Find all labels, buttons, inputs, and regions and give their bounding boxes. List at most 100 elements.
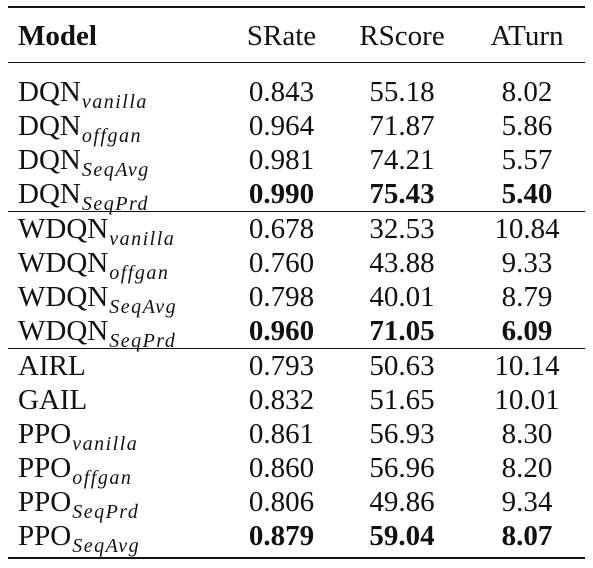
aturn-cell: 5.40 — [501, 177, 553, 210]
model-variant-subscript: vanilla — [109, 227, 176, 250]
header-model: Model — [8, 7, 228, 63]
results-table: Model SRate RScore ATurn DQNvanilla 0.843… — [8, 6, 585, 559]
model-cell: PPOoffgan — [8, 451, 228, 488]
rscore-cell: 74.21 — [369, 143, 435, 176]
table-row: DQNSeqAvg 0.981 74.21 5.57 — [8, 143, 585, 180]
model-name: PPO — [18, 485, 72, 518]
aturn-cell: 10.84 — [469, 211, 585, 246]
model-cell: DQNoffgan — [8, 109, 228, 146]
rscore-cell: 71.87 — [369, 109, 435, 142]
aturn-cell: 5.86 — [501, 109, 553, 142]
model-cell: WDQNvanilla — [8, 211, 228, 250]
table-group: AIRL 0.793 50.63 10.14 GAIL 0.832 51.65 10.01 PP… — [8, 348, 585, 559]
rscore-cell: 55.18 — [369, 75, 435, 108]
model-cell: WDQNSeqAvg — [8, 280, 228, 317]
table-header: Model SRate RScore ATurn — [8, 7, 585, 63]
table-row: PPOoffgan 0.860 56.96 8.20 — [8, 451, 585, 488]
model-name: DQN — [18, 75, 81, 108]
srate-cell: 0.861 — [248, 417, 315, 450]
model-cell: DQNvanilla — [8, 63, 228, 112]
rscore-cell: 71.05 — [369, 314, 435, 347]
model-cell: DQNSeqAvg — [8, 143, 228, 180]
srate-cell: 0.860 — [248, 451, 315, 484]
srate-cell: 0.990 — [248, 177, 315, 210]
table-row: WDQNoffgan 0.760 43.88 9.33 — [8, 246, 585, 283]
rscore-cell: 56.96 — [369, 451, 435, 484]
rscore-cell: 49.86 — [369, 485, 435, 518]
aturn-cell: 8.79 — [501, 280, 553, 313]
results-table-container: Model SRate RScore ATurn DQNvanilla 0.843… — [8, 6, 585, 559]
table-group: WDQNvanilla 0.678 32.53 10.84 WDQNoffgan 0.76… — [8, 211, 585, 352]
model-cell: PPOvanilla — [8, 417, 228, 454]
model-name: PPO — [18, 417, 72, 450]
table-row: DQNoffgan 0.964 71.87 5.86 — [8, 109, 585, 146]
rscore-cell: 40.01 — [369, 280, 435, 313]
model-name: PPO — [18, 451, 72, 484]
model-cell: GAIL — [8, 383, 228, 417]
table-row: DQNSeqPrd 0.990 75.43 5.40 — [8, 177, 585, 215]
model-name: WDQN — [18, 280, 109, 313]
table-row: PPOvanilla 0.861 56.93 8.30 — [8, 417, 585, 454]
aturn-cell: 6.09 — [501, 314, 553, 347]
srate-cell: 0.964 — [248, 109, 315, 142]
table-group: DQNvanilla 0.843 55.18 8.02 DQNoffgan 0.964 71… — [8, 63, 585, 215]
srate-cell: 0.806 — [248, 485, 315, 518]
srate-cell: 0.798 — [248, 280, 315, 313]
model-cell: WDQNoffgan — [8, 246, 228, 283]
table-row: PPOSeqAvg 0.879 59.04 8.07 — [8, 519, 585, 559]
rscore-cell: 51.65 — [369, 383, 435, 416]
srate-cell: 0.793 — [228, 348, 335, 383]
model-name: DQN — [18, 177, 81, 210]
aturn-cell: 8.30 — [501, 417, 553, 450]
table-row: WDQNvanilla 0.678 32.53 10.84 — [8, 211, 585, 250]
model-variant-subscript: offgan — [81, 124, 142, 147]
model-name: WDQN — [18, 246, 109, 279]
srate-cell: 0.678 — [228, 211, 335, 246]
model-variant-subscript: vanilla — [72, 432, 139, 455]
rscore-cell: 75.43 — [369, 177, 435, 210]
aturn-cell: 9.34 — [501, 485, 553, 518]
header-aturn: ATurn — [469, 7, 585, 63]
model-name: AIRL — [18, 349, 86, 382]
table-row: WDQNSeqAvg 0.798 40.01 8.79 — [8, 280, 585, 317]
srate-cell: 0.981 — [248, 143, 315, 176]
model-name: WDQN — [18, 212, 109, 245]
model-name: GAIL — [18, 383, 88, 416]
table-row: WDQNSeqPrd 0.960 71.05 6.09 — [8, 314, 585, 352]
table-row: DQNvanilla 0.843 55.18 8.02 — [8, 63, 585, 112]
srate-cell: 0.879 — [228, 519, 335, 559]
model-variant-subscript: SeqPrd — [109, 329, 177, 352]
aturn-cell: 9.33 — [501, 246, 553, 279]
aturn-cell: 10.01 — [494, 383, 560, 416]
model-cell: WDQNSeqPrd — [8, 314, 228, 352]
model-cell: DQNSeqPrd — [8, 177, 228, 215]
srate-cell: 0.960 — [248, 314, 315, 347]
rscore-cell: 56.93 — [369, 417, 435, 450]
table-row: PPOSeqPrd 0.806 49.86 9.34 — [8, 485, 585, 522]
model-cell: PPOSeqPrd — [8, 485, 228, 522]
srate-cell: 0.832 — [248, 383, 315, 416]
model-variant-subscript: offgan — [72, 466, 133, 489]
aturn-cell: 8.20 — [501, 451, 553, 484]
srate-cell: 0.760 — [248, 246, 315, 279]
model-variant-subscript: offgan — [109, 261, 170, 284]
model-cell: PPOSeqAvg — [8, 519, 228, 559]
rscore-cell: 50.63 — [335, 348, 469, 383]
rscore-cell: 32.53 — [335, 211, 469, 246]
model-name: DQN — [18, 143, 81, 176]
model-name: WDQN — [18, 314, 109, 347]
header-rscore: RScore — [335, 7, 469, 63]
model-name: DQN — [18, 109, 81, 142]
table-row: AIRL 0.793 50.63 10.14 — [8, 348, 585, 383]
header-srate: SRate — [228, 7, 335, 63]
table-row: GAIL 0.832 51.65 10.01 — [8, 383, 585, 417]
model-variant-subscript: SeqAvg — [81, 158, 150, 181]
model-variant-subscript: SeqAvg — [109, 295, 178, 318]
header-row: Model SRate RScore ATurn — [8, 7, 585, 63]
model-cell: AIRL — [8, 348, 228, 383]
aturn-cell: 5.57 — [501, 143, 553, 176]
srate-cell: 0.843 — [248, 75, 315, 108]
model-variant-subscript: SeqPrd — [81, 192, 149, 215]
model-name: PPO — [18, 519, 72, 552]
aturn-cell: 8.07 — [469, 519, 585, 559]
